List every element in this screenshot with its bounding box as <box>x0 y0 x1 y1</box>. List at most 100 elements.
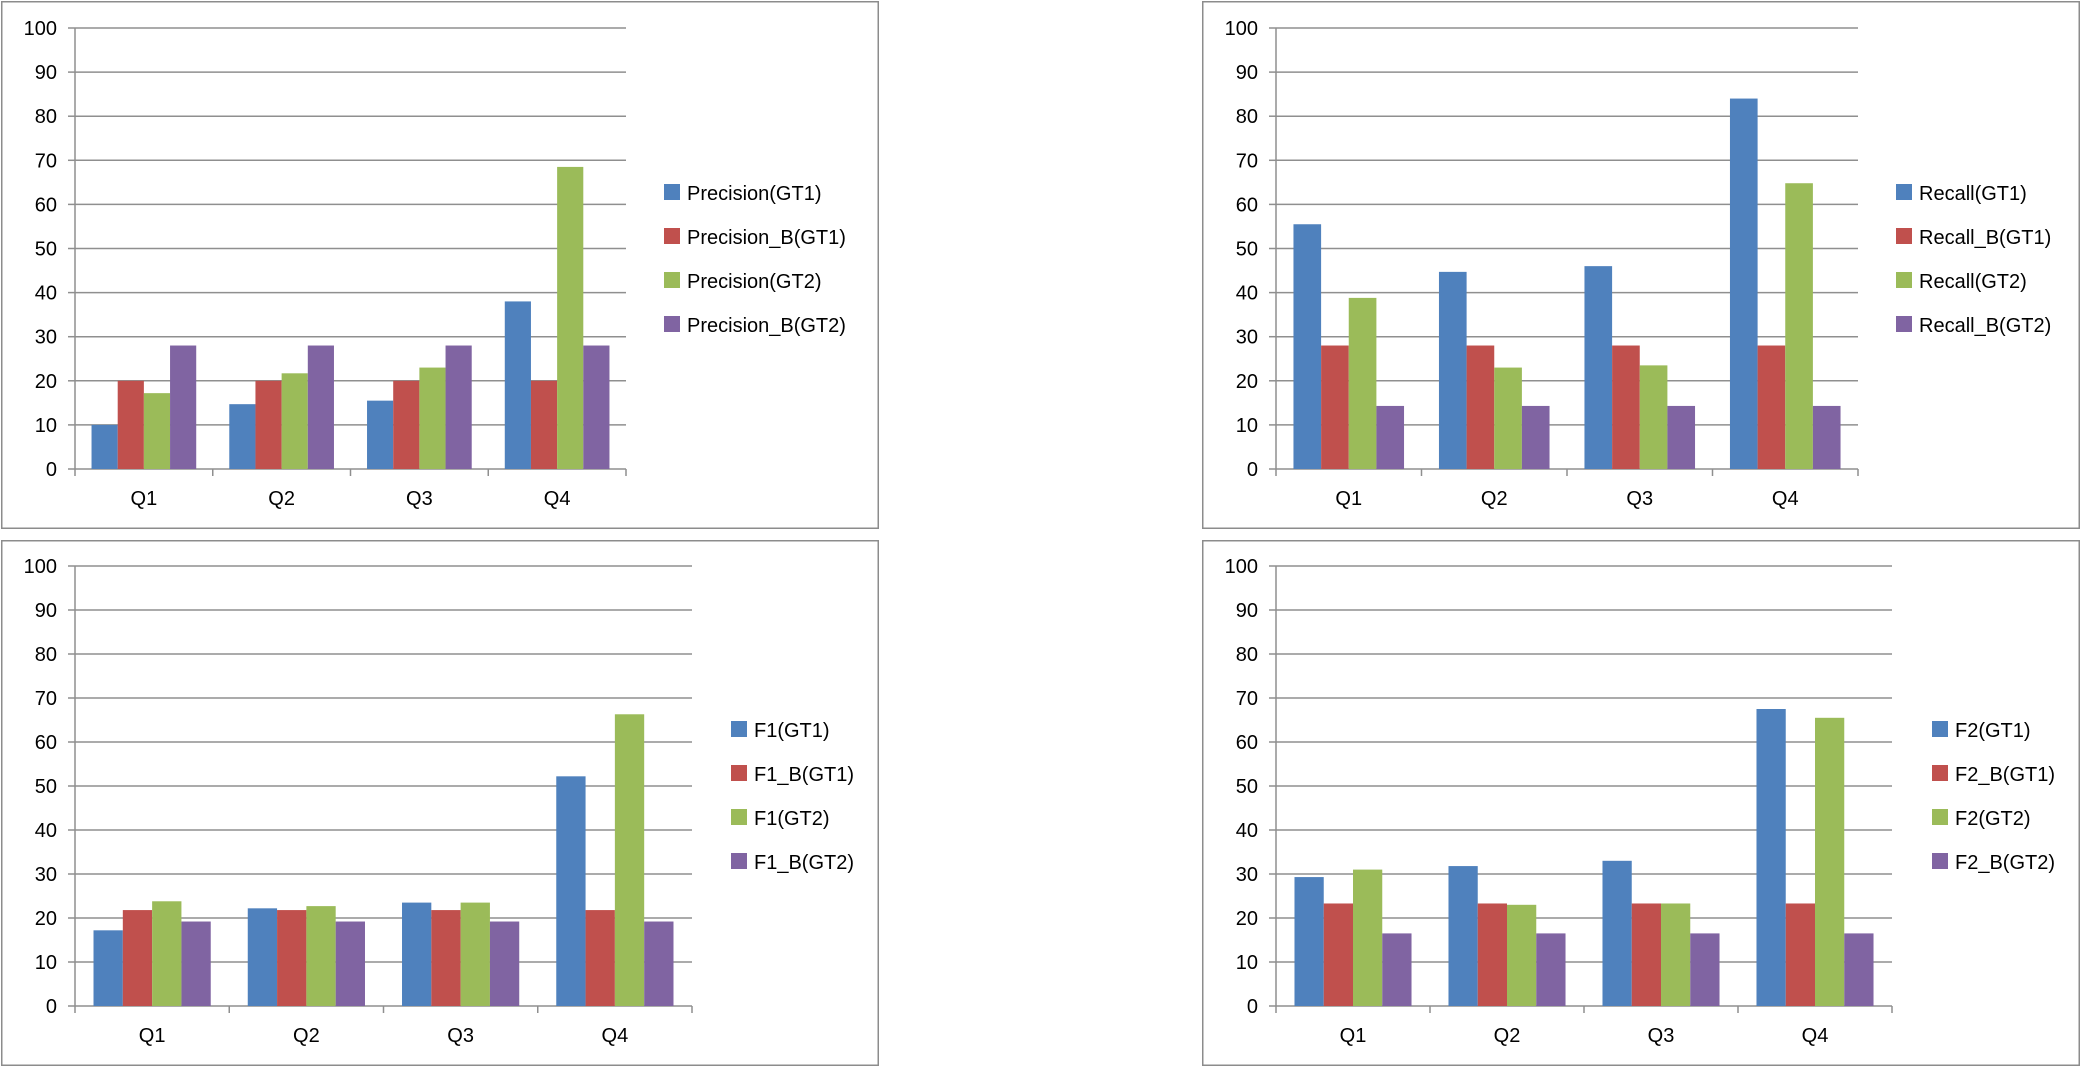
f1-legend-label: F1_B(GT1) <box>754 764 854 786</box>
precision-bar-q4-series-3 <box>557 166 584 470</box>
f2-y-tick-label: 70 <box>1236 688 1258 710</box>
f2-legend-swatch <box>1932 721 1948 737</box>
recall-chart: 0 10 20 30 40 50 60 70 80 90 100 Q1 Q2 Q3 Q4 Recall(GT1… <box>1202 1 2080 529</box>
f2-bar-q3-series-4 <box>1690 933 1720 1006</box>
recall-bar-q1-series-1 <box>1293 224 1322 469</box>
f2-bar-q1-series-2 <box>1323 903 1353 1006</box>
f1-y-tick-label: 20 <box>35 908 57 930</box>
f2-legend-label: F2(GT2) <box>1955 808 2031 830</box>
f2-legend-swatch <box>1932 765 1948 781</box>
f2-bar-q4-series-1 <box>1756 709 1786 1006</box>
recall-legend-swatch <box>1896 316 1912 332</box>
recall-bar-q2-series-3 <box>1494 367 1522 469</box>
f2-y-tick-label: 50 <box>1236 776 1258 798</box>
recall-x-tick-label: Q4 <box>1772 488 1799 510</box>
precision-legend-label: Precision(GT1) <box>687 183 821 205</box>
f1-y-tick-label: 40 <box>35 820 57 842</box>
f1-bar-q2-series-1 <box>247 908 278 1006</box>
recall-y-tick-label: 0 <box>1247 459 1258 481</box>
recall-x-tick-label: Q3 <box>1626 488 1653 510</box>
f2-legend-swatch <box>1932 809 1948 825</box>
f1-legend-swatch <box>731 853 747 869</box>
recall-bar-q1-series-3 <box>1348 297 1377 469</box>
recall-y-tick-label: 70 <box>1236 150 1258 172</box>
recall-bar-q4-series-2 <box>1757 345 1786 469</box>
recall-bar-q2-series-2 <box>1466 345 1495 469</box>
recall-x-tick-label: Q1 <box>1335 488 1362 510</box>
f1-bar-q4-series-4 <box>644 921 674 1006</box>
precision-bar-q3-series-4 <box>445 345 472 469</box>
f1-y-tick-label: 70 <box>35 688 57 710</box>
f1-y-tick-label: 90 <box>35 600 57 622</box>
f2-x-tick-label: Q3 <box>1648 1025 1675 1047</box>
precision-y-tick-label: 60 <box>35 194 57 216</box>
f1-legend-swatch <box>731 765 747 781</box>
f2-y-tick-label: 0 <box>1247 996 1258 1018</box>
f2-x-tick-label: Q2 <box>1494 1025 1521 1047</box>
recall-bar-q1-series-2 <box>1321 345 1349 469</box>
f1-y-tick-label: 60 <box>35 732 57 754</box>
precision-bar-q1-series-2 <box>117 380 144 469</box>
precision-x-tick-label: Q4 <box>544 488 571 510</box>
recall-bar-q3-series-1 <box>1584 266 1613 469</box>
f1-bar-q3-series-2 <box>431 910 461 1006</box>
recall-bar-q2-series-4 <box>1521 405 1550 469</box>
f1-chart-panel: 0 10 20 30 40 50 60 70 80 90 100 Q1 Q2 Q3 Q4 F1(GT1) F1_… <box>1 540 879 1066</box>
recall-y-tick-label: 90 <box>1236 62 1258 84</box>
f1-y-tick-label: 50 <box>35 776 57 798</box>
f2-legend-label: F2_B(GT1) <box>1955 764 2055 786</box>
f2-bar-q2-series-2 <box>1477 903 1507 1006</box>
f2-chart: 0 10 20 30 40 50 60 70 80 90 100 Q1 Q2 Q3 Q4 F2(GT1) F2_… <box>1202 540 2080 1066</box>
f1-bar-q4-series-3 <box>614 714 645 1006</box>
f1-bar-q1-series-4 <box>181 921 211 1006</box>
recall-y-tick-label: 60 <box>1236 194 1258 216</box>
recall-legend-swatch <box>1896 228 1912 244</box>
recall-bar-q3-series-4 <box>1667 405 1696 469</box>
f2-y-tick-label: 10 <box>1236 952 1258 974</box>
f1-y-tick-label: 10 <box>35 952 57 974</box>
recall-y-tick-label: 30 <box>1236 327 1258 349</box>
recall-y-tick-label: 20 <box>1236 371 1258 393</box>
recall-legend-swatch <box>1896 272 1912 288</box>
f2-bar-q4-series-3 <box>1815 717 1845 1006</box>
recall-bar-q3-series-3 <box>1639 365 1668 469</box>
f2-bar-q1-series-1 <box>1294 877 1324 1006</box>
f1-legend-label: F1(GT1) <box>754 720 830 742</box>
f2-bar-q2-series-3 <box>1507 904 1537 1006</box>
f1-bar-q3-series-3 <box>460 902 490 1006</box>
f2-bar-q3-series-3 <box>1661 903 1691 1006</box>
precision-y-tick-label: 40 <box>35 283 57 305</box>
recall-legend-label: Recall_B(GT2) <box>1919 315 2051 337</box>
f2-bar-q4-series-4 <box>1844 933 1874 1006</box>
precision-y-tick-label: 100 <box>24 18 57 40</box>
precision-y-tick-label: 20 <box>35 371 57 393</box>
f1-bar-q1-series-2 <box>122 910 153 1006</box>
precision-x-tick-label: Q3 <box>406 488 433 510</box>
recall-bar-q2-series-1 <box>1438 271 1467 469</box>
precision-chart: 0 10 20 30 40 50 60 70 80 90 100 Q1 Q2 Q3 Q4 Precision(… <box>1 1 879 529</box>
recall-bar-q4-series-1 <box>1729 98 1758 469</box>
precision-legend-swatch <box>664 184 680 200</box>
f1-bar-q2-series-2 <box>277 910 307 1006</box>
f1-bar-q2-series-4 <box>335 921 365 1006</box>
f1-legend-label: F1_B(GT2) <box>754 852 854 874</box>
precision-y-tick-label: 70 <box>35 150 57 172</box>
recall-legend-swatch <box>1896 184 1912 200</box>
precision-chart-panel: 0 10 20 30 40 50 60 70 80 90 100 Q1 Q2 Q3 Q4 Precision(… <box>1 1 879 529</box>
precision-bar-q2-series-2 <box>255 380 282 469</box>
f2-bar-q3-series-1 <box>1602 860 1632 1006</box>
recall-bar-q4-series-4 <box>1812 405 1841 469</box>
f1-bar-q4-series-1 <box>556 776 586 1006</box>
precision-bar-q3-series-2 <box>393 380 420 469</box>
f2-bar-q4-series-2 <box>1785 903 1815 1006</box>
recall-legend-label: Recall_B(GT1) <box>1919 227 2051 249</box>
recall-y-tick-label: 10 <box>1236 415 1258 437</box>
f2-x-tick-label: Q1 <box>1340 1025 1367 1047</box>
precision-legend-swatch <box>664 316 680 332</box>
precision-bar-q1-series-4 <box>170 345 197 469</box>
precision-bar-q1-series-1 <box>91 424 118 469</box>
recall-chart-panel: 0 10 20 30 40 50 60 70 80 90 100 Q1 Q2 Q3 Q4 Recall(GT1… <box>1202 1 2080 529</box>
f1-y-tick-label: 0 <box>46 996 57 1018</box>
precision-bar-q2-series-4 <box>307 345 334 469</box>
f1-legend-swatch <box>731 809 747 825</box>
